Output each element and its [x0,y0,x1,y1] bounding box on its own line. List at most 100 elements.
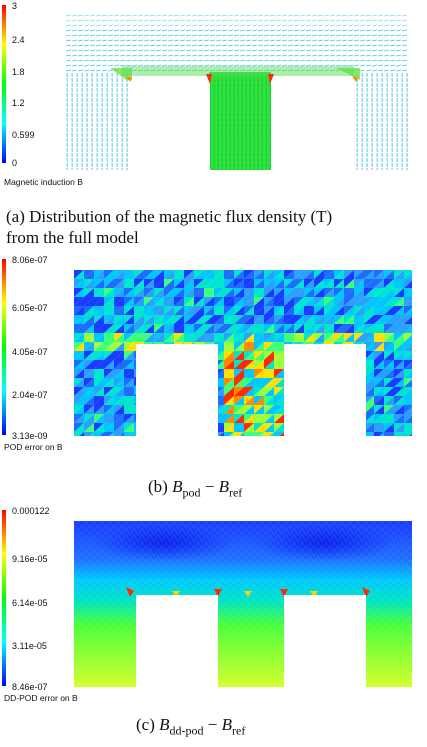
mesh-cell [324,405,334,414]
mesh-cell [114,351,124,360]
mesh-cell [164,432,174,436]
mesh-cell [184,360,194,369]
mesh-cell [84,270,94,279]
mesh-cell [84,405,94,414]
mesh-cell [194,414,204,423]
mesh-cell [324,306,334,315]
mesh-cell [364,270,374,279]
mesh-cell [324,387,334,396]
mesh-cell [334,351,344,360]
mesh-cell [334,360,344,369]
mesh-cell [134,324,144,333]
mesh-cell [134,396,144,405]
mesh-cell [144,423,154,432]
mesh-cell [324,297,334,306]
mesh-cell [154,405,164,414]
mesh-cell [204,378,214,387]
mesh-cell [204,423,214,432]
colorbar-b-tick: 8.06e-07 [12,255,48,265]
mesh-cell [234,405,244,414]
mesh-cell [84,288,94,297]
mesh-cell [274,405,284,414]
mesh-cell [74,351,84,360]
mesh-cell [174,270,184,279]
mesh-cell [314,288,324,297]
mesh-cell [304,297,314,306]
mesh-cell [104,369,114,378]
mesh-cell [104,432,114,436]
mesh-cell [294,387,304,396]
mesh-cell [224,423,234,432]
mesh-cell [224,369,234,378]
dd-pod-error-plot [74,521,412,687]
mesh-cell [174,378,184,387]
mesh-cell [244,297,254,306]
mesh-cell [144,405,154,414]
colorbar-b [2,259,6,435]
mesh-cell [354,378,364,387]
mesh-cell [194,360,204,369]
mesh-cell [84,342,94,351]
mesh-cell [174,405,184,414]
mesh-cell [344,333,354,342]
mesh-cell [174,324,184,333]
mesh-cell [324,423,334,432]
mesh-cell [244,396,254,405]
mesh-cell [254,432,264,436]
mesh-cell [174,306,184,315]
mesh-cell [184,423,194,432]
mesh-cell [374,270,384,279]
mesh-cell [384,360,394,369]
mesh-cell [334,423,344,432]
mesh-cell [334,297,344,306]
mesh-cell [334,279,344,288]
mesh-cell [194,432,204,436]
mesh-cell [304,360,314,369]
mesh-cell [194,396,204,405]
mesh-cell [304,351,314,360]
mesh-cell [174,378,184,387]
mesh-cell [294,387,304,396]
mesh-cell [144,423,154,432]
mesh-cell [104,324,114,333]
mesh-cell [204,324,214,333]
caption-c-symbol-2: B [221,715,232,734]
mesh-cell [284,369,294,378]
mesh-cell [84,306,94,315]
mesh-cell [164,387,174,396]
colorbar-a-tick: 3 [12,1,18,11]
mesh-cell [364,423,374,432]
mesh-cell [224,360,234,369]
mesh-cell [304,333,314,342]
figure-b: 8.06e-07 6.05e-07 4.05e-07 2.04e-07 3.13… [0,250,427,510]
mesh-cell [324,360,334,369]
mesh-cell [354,414,364,423]
mesh-cell [384,432,394,436]
mesh-cell [294,396,304,405]
mesh-cell [344,396,354,405]
mesh-cell [334,324,344,333]
mesh-cell [374,297,384,306]
mesh-cell [354,351,364,360]
mesh-cell [154,387,164,396]
mesh-cell [274,315,284,324]
mesh-cell [104,387,114,396]
mesh-cell [254,405,264,414]
mesh-cell [234,342,244,351]
mesh-cell [234,423,244,432]
mesh-cell [374,369,384,378]
mesh-cell [334,306,344,315]
mesh-cell [334,414,344,423]
mesh-cell [114,333,124,342]
mesh-cell [74,396,84,405]
mesh-cell [394,360,404,369]
mesh-cell [384,351,394,360]
mesh-cell [74,432,84,436]
mesh-cell [354,387,364,396]
mesh-cell [354,288,364,297]
colorbar-c-tick: 0.000122 [12,506,50,516]
mesh-cell [164,387,174,396]
mesh-cell [374,432,384,436]
mesh-cell [144,396,154,405]
colorbar-b-tick: 3.13e-09 [12,431,48,441]
